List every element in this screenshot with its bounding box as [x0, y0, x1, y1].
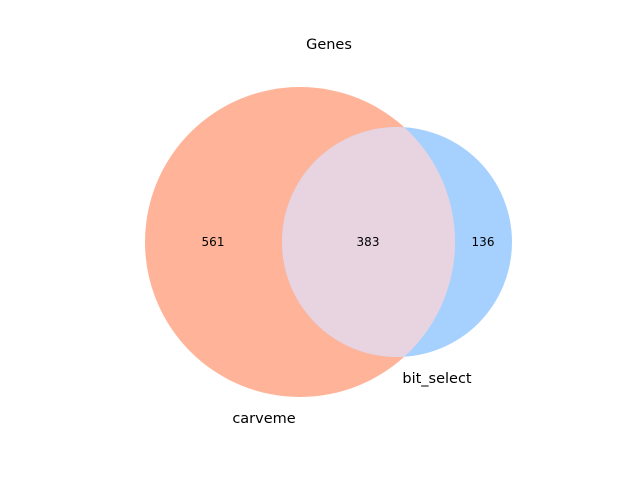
count-only-bit-select: 136: [472, 235, 495, 249]
diagram-title: Genes: [306, 37, 352, 53]
set-label-bit-select: bit_select: [402, 371, 472, 387]
count-only-carveme: 561: [202, 235, 225, 249]
set-label-carveme: carveme: [232, 411, 295, 427]
count-intersection: 383: [357, 235, 380, 249]
